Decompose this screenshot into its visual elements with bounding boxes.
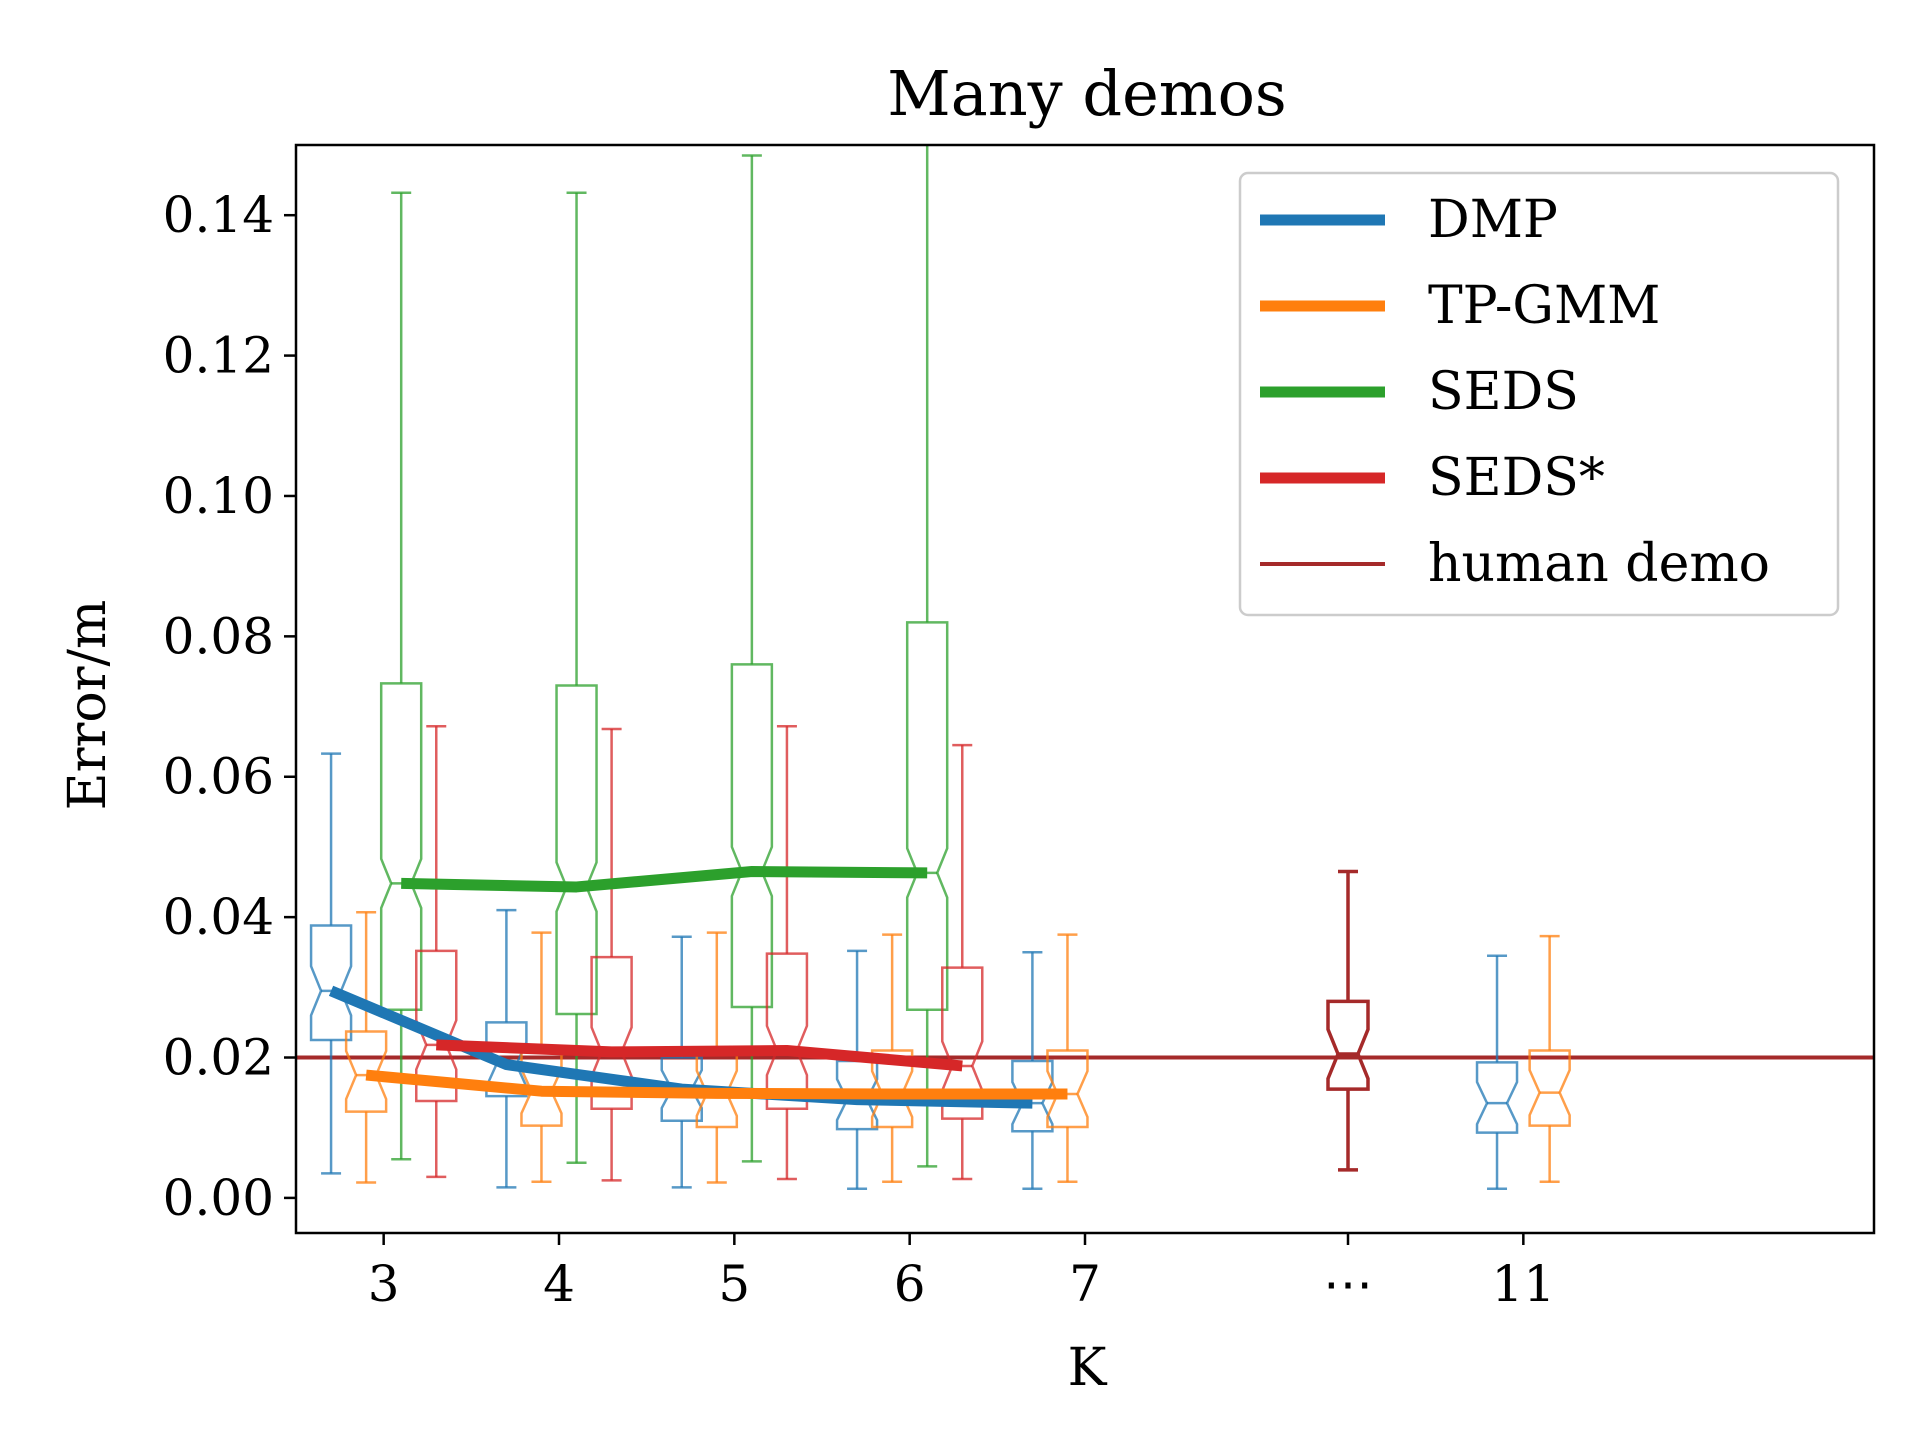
box-seds-0 bbox=[379, 682, 423, 1012]
y-tick-label-6: 0.12 bbox=[163, 327, 274, 385]
box-human-demo-0 bbox=[1326, 999, 1370, 1091]
series-line-seds-star bbox=[436, 1039, 963, 1072]
x-tick-label-2: 5 bbox=[718, 1255, 750, 1313]
axes: 0.00 0.02 0.04 0.06 0.08 0.10 0.12 0.14 3 4 5 6 7 ⋯ 11 bbox=[163, 143, 1876, 1313]
x-axis-label: K bbox=[1068, 1338, 1108, 1398]
box-group-seds bbox=[379, 145, 949, 1168]
x-tick-label-6: 11 bbox=[1492, 1255, 1556, 1313]
box-group-tp-gmm bbox=[344, 910, 1571, 1184]
box-tp-gmm-0 bbox=[344, 1030, 388, 1113]
chart-title: Many demos bbox=[887, 57, 1286, 130]
x-tick-label-1: 4 bbox=[543, 1255, 575, 1313]
box-seds-1 bbox=[555, 684, 598, 1016]
legend-label-human-demo: human demo bbox=[1428, 534, 1770, 594]
box-tp-gmm-5 bbox=[1528, 1049, 1571, 1127]
series-line-seds bbox=[401, 866, 928, 893]
median-lines-layer bbox=[328, 866, 1068, 1109]
y-tick-label-0: 0.00 bbox=[163, 1169, 274, 1227]
box-dmp-0 bbox=[309, 924, 353, 1042]
legend-label-dmp: DMP bbox=[1428, 190, 1558, 250]
y-tick-label-1: 0.02 bbox=[163, 1029, 274, 1087]
box-seds-star-2 bbox=[765, 952, 809, 1111]
series-line-tp-gmm bbox=[365, 1069, 1068, 1100]
box-dmp-5 bbox=[1475, 1061, 1519, 1134]
box-group-human-demo bbox=[1326, 869, 1370, 1172]
legend-label-seds-star: SEDS* bbox=[1428, 448, 1605, 508]
x-tick-label-3: 6 bbox=[894, 1255, 926, 1313]
legend: DMP TP-GMM SEDS SEDS* human demo bbox=[1238, 171, 1840, 617]
box-tp-gmm-4 bbox=[1046, 1049, 1089, 1129]
legend-label-tp-gmm: TP-GMM bbox=[1428, 276, 1660, 336]
y-tick-label-7: 0.14 bbox=[163, 186, 274, 244]
x-tick-label-4: 7 bbox=[1069, 1255, 1101, 1313]
y-tick-label-4: 0.08 bbox=[163, 607, 274, 665]
x-tick-label-0: 3 bbox=[368, 1255, 400, 1313]
boxplot-layer bbox=[309, 145, 1571, 1191]
y-tick-label-3: 0.06 bbox=[163, 748, 274, 806]
y-tick-label-5: 0.10 bbox=[163, 467, 274, 525]
legend-frame bbox=[1238, 171, 1840, 617]
y-tick-label-2: 0.04 bbox=[163, 888, 274, 946]
box-seds-2 bbox=[730, 663, 774, 1009]
legend-label-seds: SEDS bbox=[1428, 362, 1579, 422]
y-axis-label: Error/m bbox=[58, 600, 118, 811]
box-seds-3 bbox=[905, 621, 949, 1012]
x-tick-label-5: ⋯ bbox=[1323, 1255, 1373, 1313]
